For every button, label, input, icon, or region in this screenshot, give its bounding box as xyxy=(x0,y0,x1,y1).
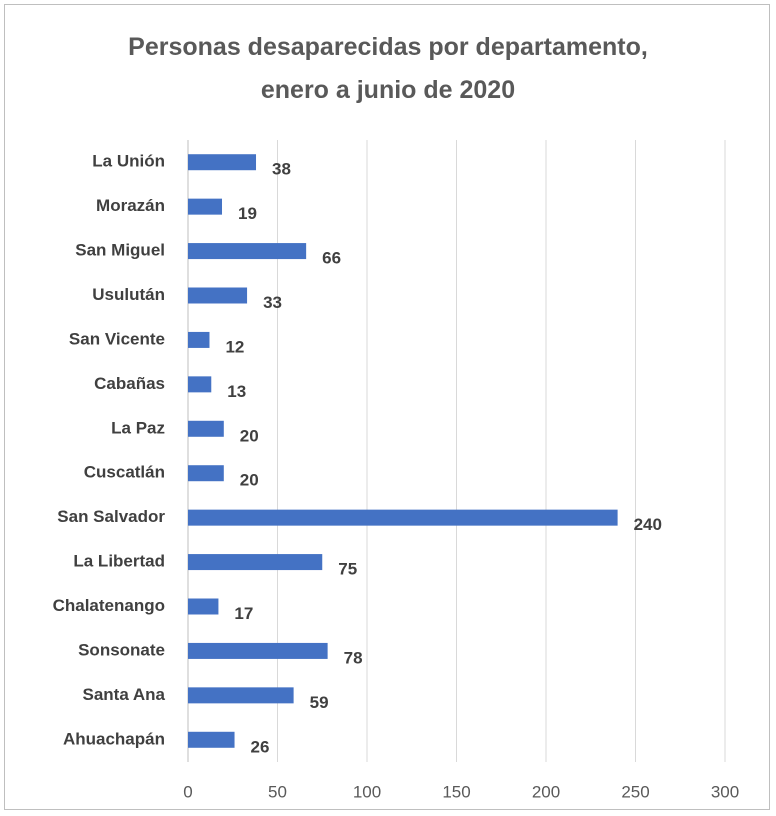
y-tick-label: La Unión xyxy=(92,152,165,171)
data-label: 38 xyxy=(272,160,291,179)
x-tick-label: 50 xyxy=(268,782,287,801)
data-label: 17 xyxy=(234,604,253,623)
data-label: 20 xyxy=(240,426,259,445)
data-label: 12 xyxy=(225,337,244,356)
y-tick-label: La Paz xyxy=(111,418,165,437)
y-tick-label: Morazán xyxy=(96,196,165,215)
chart-frame xyxy=(4,4,770,810)
y-tick-label: San Salvador xyxy=(57,507,165,526)
y-tick-label: Cuscatlán xyxy=(84,463,165,482)
y-tick-label: Sonsonate xyxy=(78,640,165,659)
bar xyxy=(188,554,323,571)
bar xyxy=(188,598,219,615)
x-tick-label: 0 xyxy=(183,782,192,801)
chart-title: Personas desaparecidas por departamento,… xyxy=(128,33,648,104)
bar xyxy=(188,420,224,437)
data-label: 26 xyxy=(251,737,270,756)
bar xyxy=(188,509,618,526)
data-label: 33 xyxy=(263,293,282,312)
data-label: 78 xyxy=(344,648,363,667)
y-tick-label: Ahuachapán xyxy=(63,729,165,748)
y-tick-label: Santa Ana xyxy=(82,685,165,704)
x-tick-label: 300 xyxy=(711,782,739,801)
data-label: 13 xyxy=(227,382,246,401)
bar xyxy=(188,198,223,215)
y-tick-label: San Vicente xyxy=(69,329,165,348)
bar xyxy=(188,243,307,260)
y-tick-label: Usulután xyxy=(92,285,165,304)
bar xyxy=(188,731,235,748)
y-tick-label: San Miguel xyxy=(75,241,165,260)
y-tick-label: Chalatenango xyxy=(53,596,165,615)
data-label: 59 xyxy=(310,693,329,712)
data-label: 240 xyxy=(634,515,662,534)
x-tick-label: 100 xyxy=(353,782,381,801)
y-tick-label: La Libertad xyxy=(73,552,165,571)
x-tick-label: 150 xyxy=(442,782,470,801)
bar xyxy=(188,642,328,659)
bar xyxy=(188,331,210,348)
bar xyxy=(188,465,224,482)
x-tick-label: 250 xyxy=(621,782,649,801)
data-label: 66 xyxy=(322,249,341,268)
bar xyxy=(188,287,248,304)
data-label: 20 xyxy=(240,471,259,490)
bar xyxy=(188,154,257,171)
data-label: 75 xyxy=(338,560,357,579)
bar xyxy=(188,687,294,704)
y-tick-label: Cabañas xyxy=(94,374,165,393)
x-tick-label: 200 xyxy=(532,782,560,801)
bar xyxy=(188,376,212,393)
data-label: 19 xyxy=(238,204,257,223)
